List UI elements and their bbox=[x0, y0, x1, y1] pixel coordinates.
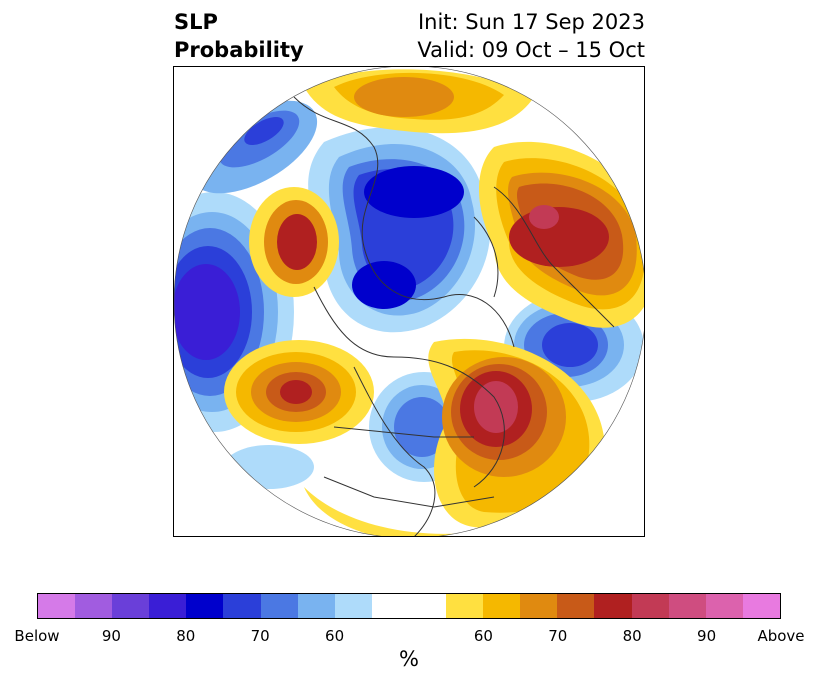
title-line-1: SLP bbox=[174, 10, 218, 34]
anomaly-low-bering bbox=[224, 445, 314, 489]
map-title: SLP Probability bbox=[174, 8, 304, 64]
colorbar-segment-above-7 bbox=[668, 594, 706, 618]
anomaly-low-west-upper bbox=[190, 100, 318, 194]
map-panel bbox=[173, 66, 645, 537]
colorbar-tick-label: 90 bbox=[697, 627, 717, 645]
anomaly-high-southern-rim bbox=[304, 487, 534, 536]
anomaly-high-atlantic bbox=[428, 338, 605, 529]
colorbar-unit-label: % bbox=[399, 647, 419, 671]
colorbar-segment-above-3 bbox=[520, 594, 558, 618]
map-subtitle: Init: Sun 17 Sep 2023 Valid: 09 Oct – 15… bbox=[417, 8, 645, 64]
colorbar-segment-below-6 bbox=[223, 594, 261, 618]
valid-range: Valid: 09 Oct – 15 Oct bbox=[417, 38, 645, 62]
colorbar-tick-label: 90 bbox=[101, 627, 121, 645]
colorbar-segment-above-1 bbox=[446, 594, 484, 618]
anomaly-high-pacific-west bbox=[249, 187, 339, 297]
colorbar-tick-label: Above bbox=[757, 627, 805, 645]
colorbar-segment-above-9 bbox=[742, 594, 780, 618]
colorbar-segment-above-2 bbox=[483, 594, 521, 618]
colorbar-segment-below-3 bbox=[112, 594, 150, 618]
colorbar-segment-below-9 bbox=[334, 594, 372, 618]
colorbar-segment-below-4 bbox=[149, 594, 187, 618]
colorbar-tick-label: 70 bbox=[548, 627, 568, 645]
title-line-2: Probability bbox=[174, 38, 304, 62]
colorbar-segment-above-8 bbox=[705, 594, 743, 618]
colorbar-segment-below-1 bbox=[38, 594, 76, 618]
probability-map bbox=[174, 67, 644, 536]
colorbar-segment-below-5 bbox=[186, 594, 224, 618]
colorbar-segment-above-4 bbox=[557, 594, 595, 618]
colorbar-segment-below-7 bbox=[260, 594, 298, 618]
coastlines bbox=[293, 96, 615, 536]
colorbar-tick-label: 80 bbox=[622, 627, 642, 645]
colorbar-segment-neutral bbox=[371, 594, 447, 618]
anomaly-high-north bbox=[304, 69, 534, 134]
colorbar-tick-label: 80 bbox=[176, 627, 196, 645]
colorbar-segment-above-5 bbox=[594, 594, 632, 618]
colorbar-tick-label: 60 bbox=[473, 627, 493, 645]
anomaly-high-pacific-south bbox=[224, 340, 374, 444]
colorbar-tick-label: 70 bbox=[250, 627, 270, 645]
colorbar-segment-below-8 bbox=[297, 594, 335, 618]
colorbar-tick-label: Below bbox=[14, 627, 60, 645]
colorbar bbox=[37, 593, 781, 619]
colorbar-tick-label: 60 bbox=[325, 627, 345, 645]
colorbar-segment-above-6 bbox=[631, 594, 669, 618]
colorbar-segment-below-2 bbox=[75, 594, 113, 618]
anomaly-high-eurasia bbox=[479, 141, 644, 328]
anomaly-low-arctic bbox=[308, 127, 491, 333]
init-date: Init: Sun 17 Sep 2023 bbox=[417, 10, 645, 34]
